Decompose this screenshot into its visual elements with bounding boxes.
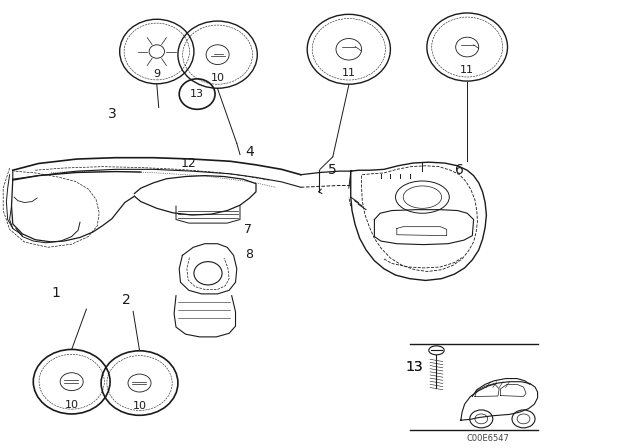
Text: 12: 12	[181, 157, 196, 170]
Text: 13: 13	[406, 360, 424, 375]
Text: 13: 13	[190, 89, 204, 99]
Text: 1: 1	[52, 286, 61, 301]
Text: 8: 8	[246, 248, 253, 261]
Text: 2: 2	[122, 293, 131, 307]
Text: 10: 10	[211, 73, 225, 83]
Text: 5: 5	[328, 163, 337, 177]
Text: 11: 11	[460, 65, 474, 75]
Text: 13: 13	[406, 360, 424, 375]
Text: 10: 10	[132, 401, 147, 411]
Text: 6: 6	[455, 163, 464, 177]
Text: 10: 10	[65, 400, 79, 410]
Text: 9: 9	[153, 69, 161, 79]
Text: 11: 11	[342, 69, 356, 78]
Text: 3: 3	[108, 107, 116, 121]
Text: 4: 4	[245, 145, 254, 159]
Text: C00E6547: C00E6547	[467, 434, 509, 443]
Text: 7: 7	[244, 223, 252, 236]
